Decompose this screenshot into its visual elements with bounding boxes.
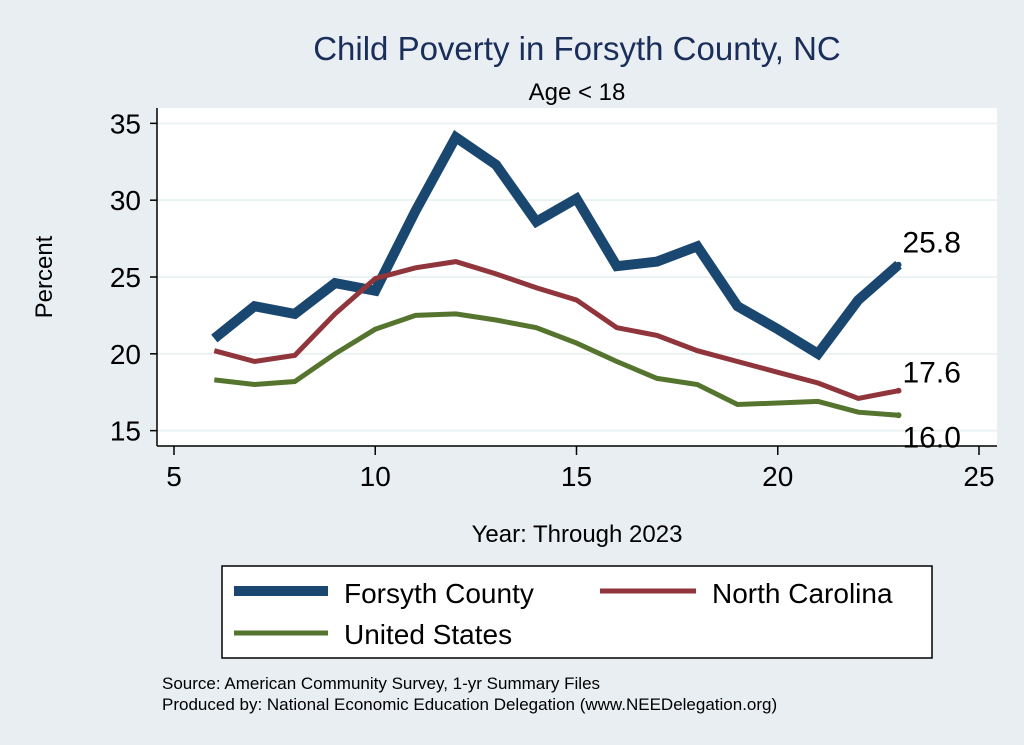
series-end-marker-forsyth-county <box>895 261 902 268</box>
x-tick-label-20: 20 <box>762 461 793 492</box>
x-axis-label: Year: Through 2023 <box>472 521 683 548</box>
series-layer <box>211 129 902 419</box>
source-note: Source: American Community Survey, 1-yr … <box>162 674 600 693</box>
end-label-north-carolina: 17.6 <box>903 357 961 390</box>
end-labels: 25.8 17.6 16.0 <box>903 227 961 455</box>
chart-title: Child Poverty in Forsyth County, NC <box>313 30 841 67</box>
end-label-forsyth-county: 25.8 <box>903 227 961 260</box>
series-end-marker-north-carolina <box>895 387 902 394</box>
series-line-united-states <box>214 311 899 418</box>
y-tick-label-20: 20 <box>110 339 141 370</box>
legend-box <box>221 565 933 659</box>
x-tick-label-15: 15 <box>561 461 592 492</box>
x-tick-label-10: 10 <box>360 461 391 492</box>
legend-label-forsyth: Forsyth County <box>344 578 534 609</box>
produced-by-note: Produced by: National Economic Education… <box>162 695 777 714</box>
series-line-north-carolina <box>213 259 899 401</box>
chart-subtitle: Age < 18 <box>529 79 626 106</box>
legend-label-united-states: United States <box>344 619 512 650</box>
x-tick-label-25: 25 <box>963 461 994 492</box>
legend-label-north-carolina: North Carolina <box>712 578 893 609</box>
legend: Forsyth County North Carolina United Sta… <box>221 565 933 659</box>
y-tick-label-35: 35 <box>110 108 141 139</box>
series-line-forsyth-county <box>211 129 902 361</box>
end-label-united-states: 16.0 <box>903 421 961 454</box>
axes: 15 20 25 30 35 5 10 15 20 25 <box>110 108 997 492</box>
series-end-marker-united-states <box>895 412 902 419</box>
x-tick-label-5: 5 <box>166 461 182 492</box>
y-tick-label-25: 25 <box>110 262 141 293</box>
y-axis-label: Percent <box>31 235 58 318</box>
y-tick-label-15: 15 <box>110 416 141 447</box>
y-tick-label-30: 30 <box>110 185 141 216</box>
